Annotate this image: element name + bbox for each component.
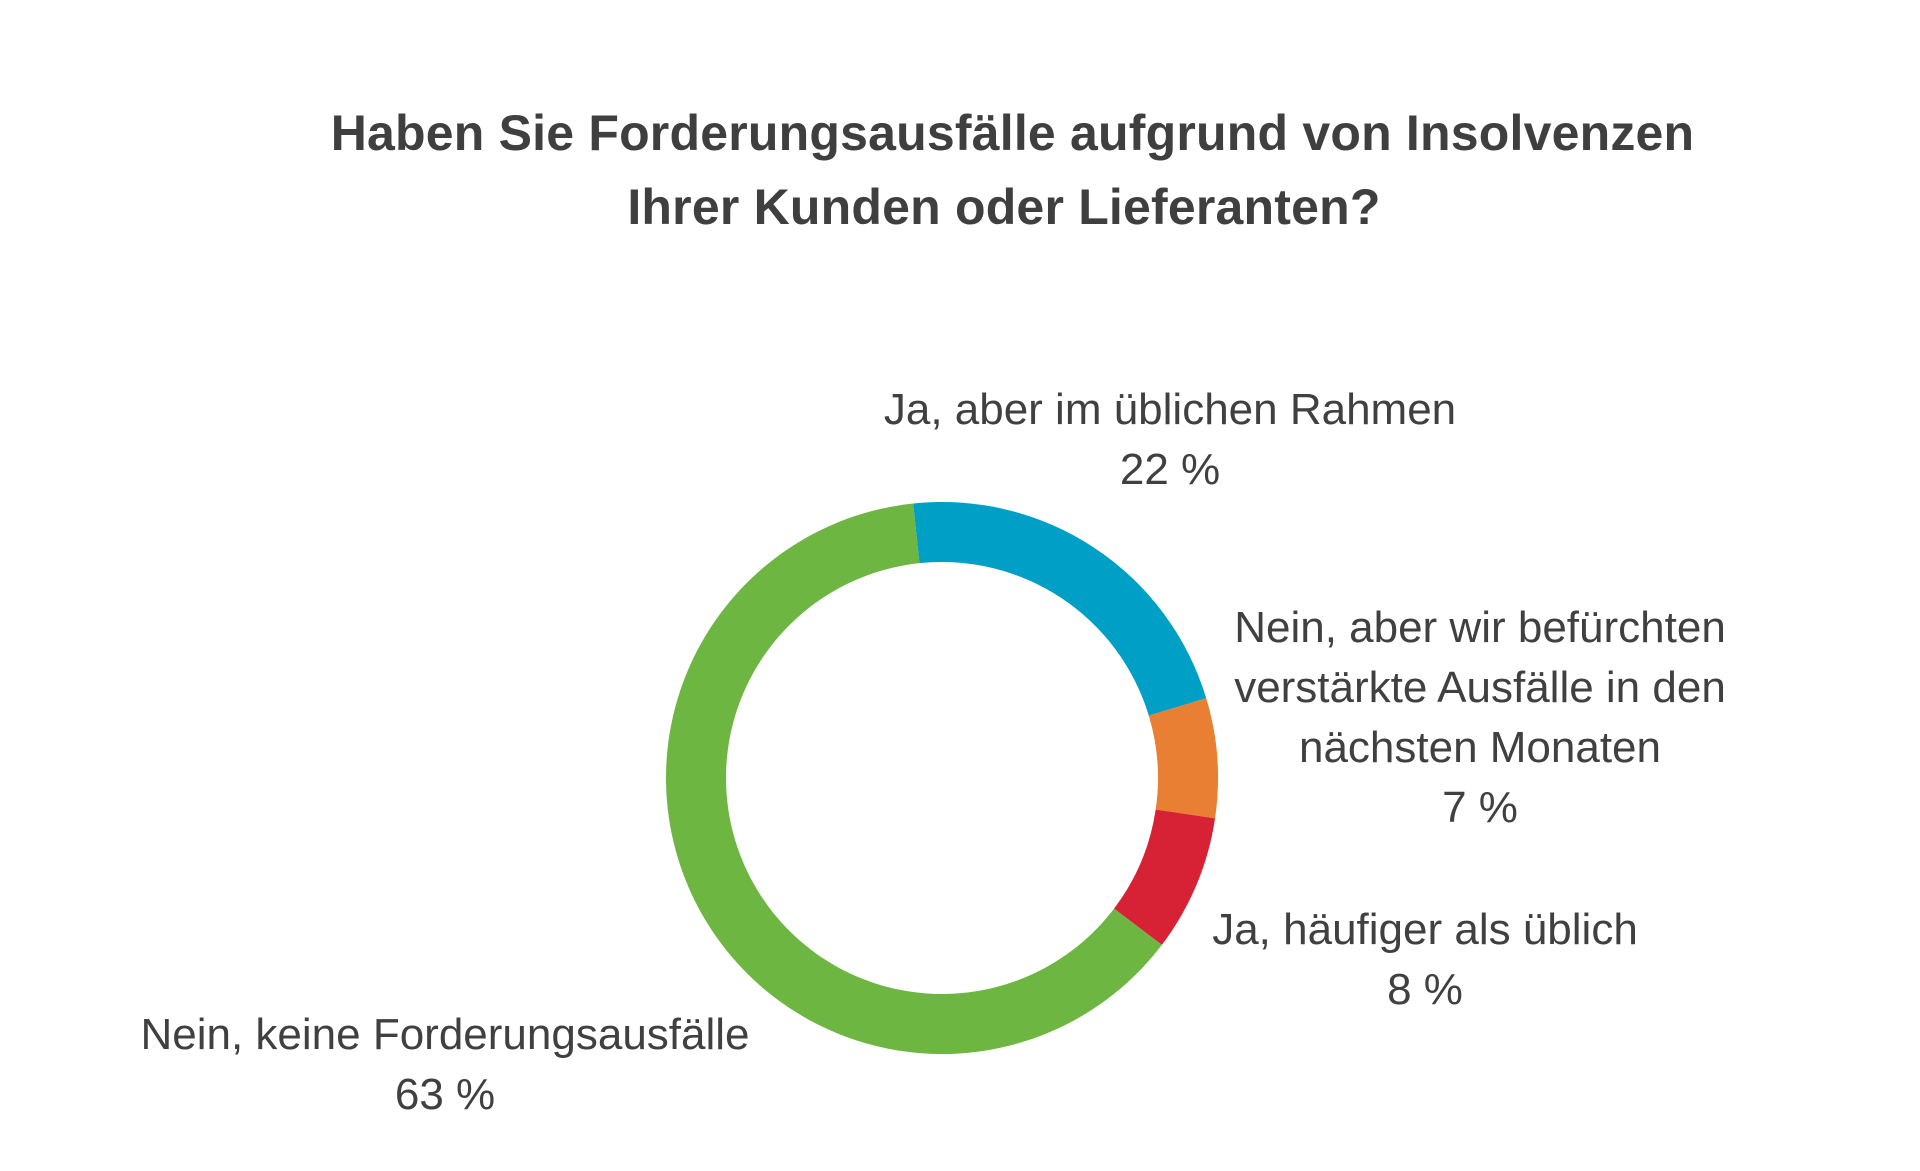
slice-value-ja-ueblich: 22 % — [1119, 445, 1221, 494]
slice-value-ja-haeufiger: 8 % — [1387, 965, 1463, 1014]
slice-label-ja-haeufiger: Ja, häufiger als üblich 8 % — [1160, 900, 1690, 1020]
chart-title-line-1: Haben Sie Forderungsausfälle aufgrund vo… — [330, 105, 1695, 161]
chart-title: Haben Sie Forderungsausfälle aufgrund vo… — [0, 96, 1920, 244]
slice-value-nein-keine: 63 % — [394, 1070, 496, 1119]
slice-label-nein-keine: Nein, keine Forderungsausfälle 63 % — [120, 1005, 770, 1125]
slice-value-nein-befuerchten: 7 % — [1442, 783, 1518, 832]
donut-slice-ja-haeufiger — [1114, 809, 1216, 945]
donut-slices — [666, 502, 1218, 1055]
slice-label-ja-ueblich-text: Ja, aber im üblichen Rahmen — [883, 385, 1457, 434]
slice-label-nein-befuerchten-line-2: verstärkte Ausfälle in den — [1234, 663, 1726, 712]
slice-label-nein-befuerchten-line-1: Nein, aber wir befürchten — [1234, 603, 1726, 652]
donut-slice-nein-befuerchten — [1148, 698, 1218, 819]
donut-slice-ja-ueblich — [913, 502, 1207, 716]
slice-label-nein-keine-text: Nein, keine Forderungsausfälle — [140, 1010, 750, 1059]
slice-label-nein-befuerchten-line-3: nächsten Monaten — [1298, 723, 1662, 772]
slice-label-nein-befuerchten: Nein, aber wir befürchten verstärkte Aus… — [1180, 598, 1780, 838]
slice-label-ja-haeufiger-text: Ja, häufiger als üblich — [1212, 905, 1638, 954]
slice-label-ja-ueblich: Ja, aber im üblichen Rahmen 22 % — [820, 380, 1520, 500]
chart-title-line-2: Ihrer Kunden oder Lieferanten? — [627, 179, 1381, 235]
